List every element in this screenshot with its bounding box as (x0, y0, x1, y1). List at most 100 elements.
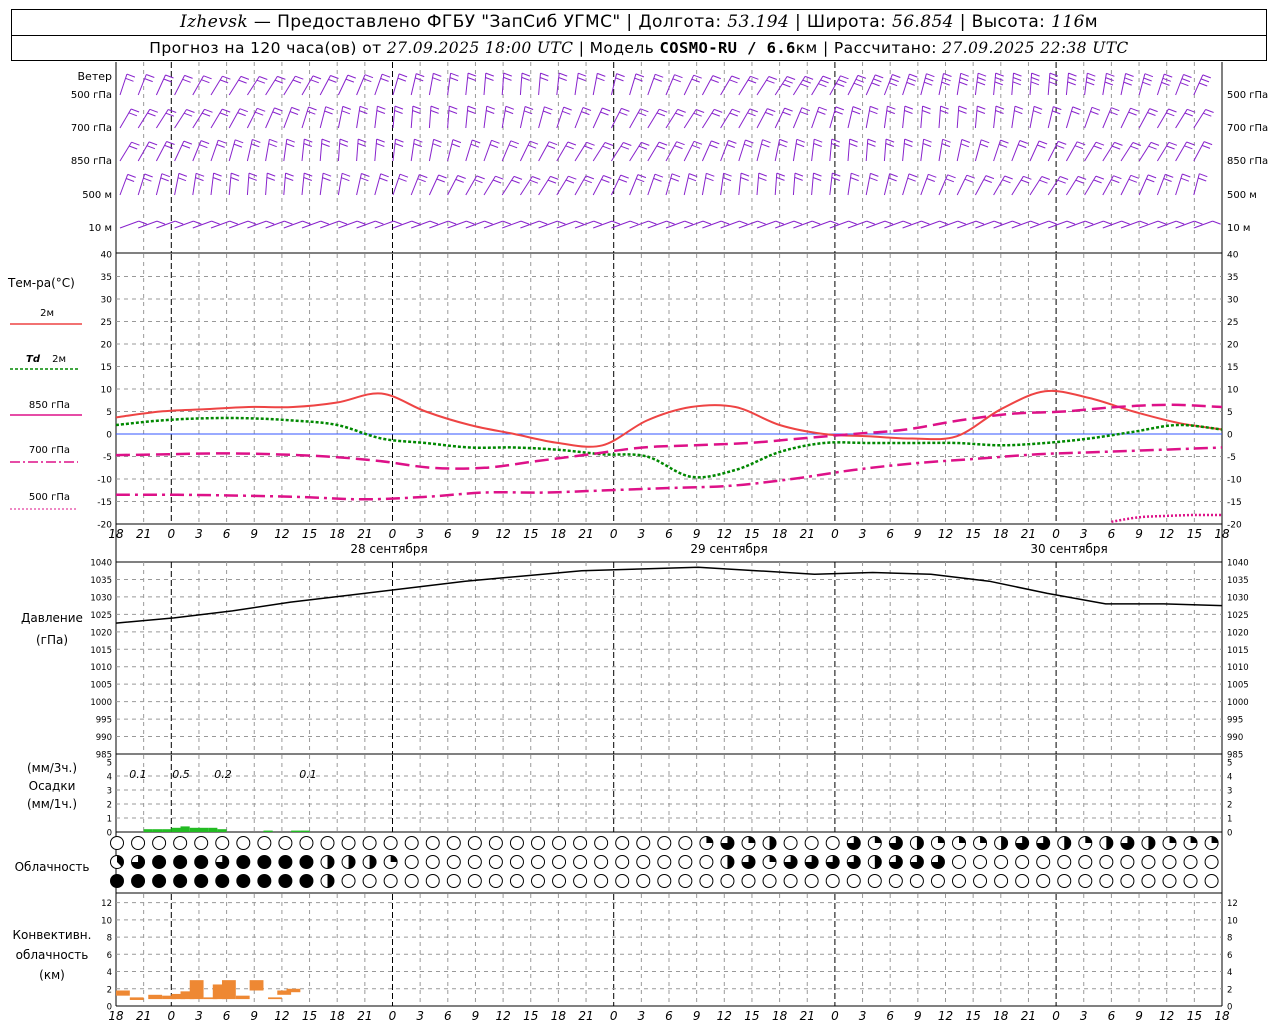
barb-shaft (192, 109, 205, 129)
barb-flag (357, 220, 366, 225)
barb-flag (312, 75, 322, 80)
x-tick-label-bottom: 12 (717, 1009, 732, 1023)
wind-barb (337, 105, 351, 129)
barb-shaft (920, 220, 940, 229)
wind-barb (137, 74, 155, 96)
barb-flag (411, 220, 420, 225)
temp-tick-right: 35 (1227, 273, 1238, 283)
barb-flag (636, 178, 645, 183)
axis-text: Ветер 500 гПа 700 гПа 850 гПа 500 м 10 м… (7, 70, 1268, 1023)
barb-flag (888, 177, 897, 182)
wind-barb (301, 138, 313, 162)
barb-shaft (556, 220, 576, 229)
barb-shaft (883, 106, 888, 129)
wind-barb (210, 139, 227, 162)
pressure-tick-right: 1025 (1227, 611, 1249, 621)
wind-barb (283, 138, 295, 162)
lat-label: | Широта: (794, 12, 887, 32)
barb-flag (761, 143, 770, 148)
barb-flag (144, 78, 153, 83)
x-tick-label: 6 (444, 527, 452, 541)
barb-flag (855, 78, 865, 83)
precip-tick-right: 3 (1227, 787, 1232, 797)
barb-shaft (174, 140, 185, 162)
barb-shaft (1065, 141, 1078, 162)
barb-flag (277, 75, 286, 80)
wind-barb (884, 220, 912, 229)
x-tick-label: 18 (772, 527, 788, 541)
barb-shaft (265, 220, 285, 229)
barb-shaft (137, 109, 151, 129)
barb-flag (958, 105, 967, 110)
alt-value: 116 (1051, 12, 1085, 32)
temp-tick-left: 15 (101, 363, 112, 373)
wind-barb (246, 139, 261, 162)
pressure-title: Давление (21, 611, 83, 625)
barb-flag (376, 143, 385, 147)
barb-flag (161, 173, 170, 178)
barb-flag (659, 108, 668, 113)
barb-flag (376, 138, 385, 143)
barb-shaft (610, 108, 622, 129)
barb-flag (714, 108, 723, 113)
cloud-symbol (152, 874, 167, 888)
barb-flag (871, 82, 880, 87)
wind-barb (174, 109, 195, 129)
barb-shaft (592, 175, 604, 196)
barb-flag (794, 176, 803, 181)
wind-barb (337, 74, 356, 96)
wind-barb (629, 174, 647, 196)
cloud-symbol (973, 874, 988, 888)
barb-shaft (1175, 220, 1195, 229)
cloud-fill (847, 836, 861, 850)
x-tick-label: 21 (357, 527, 372, 541)
cloud-ring (131, 836, 146, 850)
barb-flag (255, 111, 264, 116)
precip-unit-1h: (мм/1ч.) (27, 797, 77, 811)
cloud-ring (1036, 855, 1051, 869)
barb-flag (325, 106, 334, 111)
barb-flag (183, 140, 193, 145)
barb-flag (869, 177, 878, 182)
conv-bar (162, 995, 176, 1000)
barb-flag (284, 220, 293, 225)
barb-flag (869, 110, 878, 115)
barb-flag (985, 175, 995, 180)
barb-shaft (629, 108, 641, 129)
barb-flag (1161, 81, 1170, 86)
barb-flag (638, 112, 647, 117)
barb-shaft (883, 139, 887, 162)
temp-tick-right: 40 (1227, 251, 1239, 261)
barb-shaft (792, 139, 798, 162)
cloud-ring (657, 874, 672, 888)
barb-flag (432, 77, 441, 82)
conv-tick-right: 6 (1227, 951, 1232, 961)
barb-shaft (701, 173, 707, 196)
barb-shaft (993, 106, 997, 129)
barb-flag (1091, 106, 1101, 111)
cloud-full (278, 855, 293, 869)
barb-flag (449, 77, 459, 82)
barb-shaft (738, 220, 758, 229)
cloud-symbol (783, 874, 798, 888)
cloud-ring (888, 874, 903, 888)
cloud-symbol (888, 874, 903, 888)
barb-flag (907, 177, 916, 182)
precip-tick-left: 5 (107, 759, 112, 769)
cloud-ring (1162, 874, 1177, 888)
cloud-fill (937, 836, 945, 843)
barb-shaft (465, 139, 473, 162)
barb-flag (853, 82, 863, 87)
wind-barb (210, 108, 231, 129)
wind-barb (174, 220, 202, 229)
wind-barb (610, 174, 629, 196)
cloud-ring (678, 874, 693, 888)
x-tick-label-bottom: 15 (744, 1009, 759, 1023)
barb-flag (1031, 72, 1040, 77)
barb-shaft (374, 74, 383, 96)
barb-shaft (246, 108, 258, 129)
wind-barb (247, 220, 275, 229)
barb-flag (831, 177, 840, 181)
x-tick-label: 0 (1052, 527, 1060, 541)
wind-barb (265, 220, 293, 229)
